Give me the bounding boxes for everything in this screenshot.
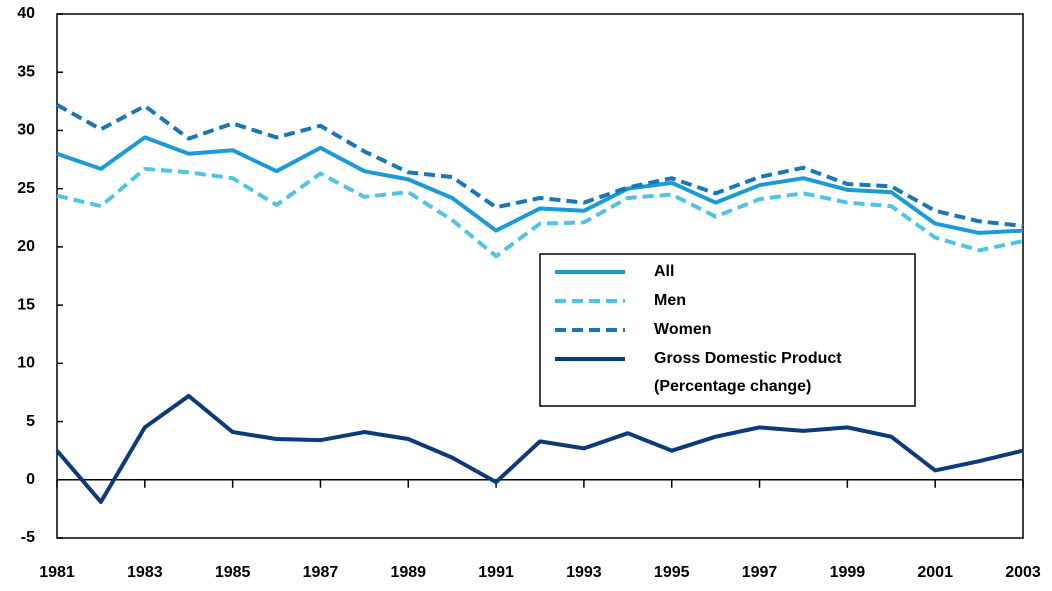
y-tick-label: 25: [17, 180, 35, 197]
y-tick-label: 0: [26, 471, 35, 488]
legend-label: Gross Domestic Product: [654, 350, 842, 367]
series-line: [56, 135, 1024, 235]
plot-frame: [56, 13, 1024, 539]
x-tick-label: 1985: [215, 564, 251, 581]
x-tick-label: 1993: [566, 564, 602, 581]
legend-box: [539, 253, 916, 407]
y-tick-label: 10: [17, 355, 35, 372]
x-tick-label: 1991: [478, 564, 514, 581]
series-line: [56, 103, 1024, 228]
y-tick-label: -5: [21, 529, 35, 546]
y-tick-label: 15: [17, 296, 35, 313]
y-tick-label: 35: [17, 63, 35, 80]
y-tick-label: 5: [26, 413, 35, 430]
y-tick-label: 40: [17, 5, 35, 22]
x-tick-label: 1999: [830, 564, 866, 581]
x-tick-label: 1987: [303, 564, 339, 581]
x-tick-label: 2003: [1005, 564, 1041, 581]
legend-label: Women: [654, 321, 711, 338]
x-tick-label: 2001: [917, 564, 953, 581]
x-tick-label: 1995: [654, 564, 690, 581]
legend-label: Men: [654, 292, 686, 309]
y-tick-label: 20: [17, 238, 35, 255]
y-tick-label: 30: [17, 122, 35, 139]
series-line: [55, 393, 1024, 504]
x-tick-label: 1989: [390, 564, 426, 581]
series-line: [56, 166, 1024, 259]
x-tick-label: 1981: [39, 564, 75, 581]
legend-label: All: [654, 263, 674, 280]
x-tick-label: 1983: [127, 564, 163, 581]
x-tick-label: 1997: [742, 564, 778, 581]
legend-note: (Percentage change): [654, 378, 811, 395]
